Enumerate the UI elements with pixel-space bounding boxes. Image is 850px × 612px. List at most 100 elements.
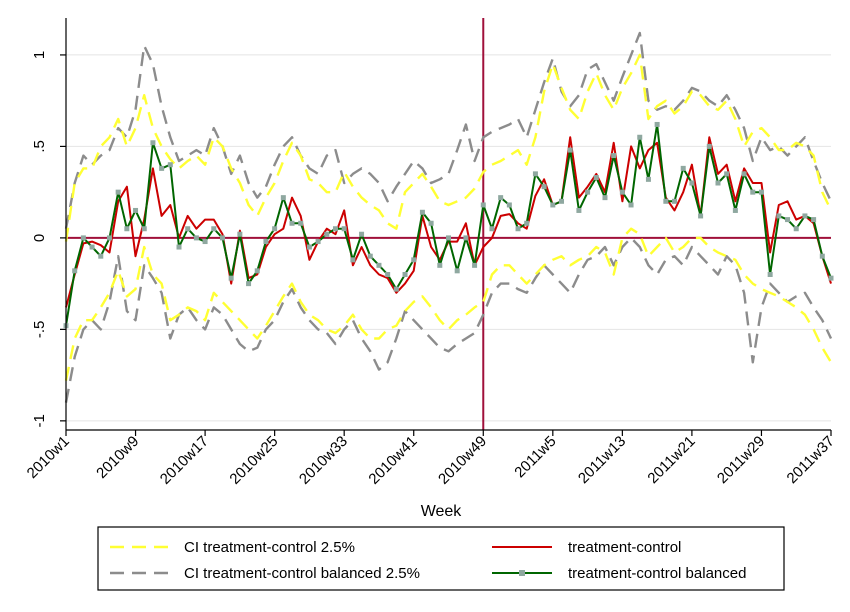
balanced-point bbox=[141, 226, 147, 232]
balanced-point bbox=[689, 180, 695, 186]
balanced-point bbox=[602, 195, 608, 201]
balanced-point bbox=[724, 171, 730, 177]
balanced-point bbox=[741, 171, 747, 177]
balanced-point bbox=[819, 253, 825, 259]
ci-upper-line bbox=[64, 53, 833, 242]
y-tick-label: .5 bbox=[31, 140, 48, 153]
balanced-point bbox=[150, 140, 156, 146]
legend-label-diff-balanced: treatment-control balanced bbox=[568, 565, 746, 582]
balanced-point bbox=[298, 220, 304, 226]
balanced-point bbox=[263, 239, 269, 245]
balanced-point bbox=[828, 275, 834, 281]
balanced-point bbox=[715, 180, 721, 186]
balanced-point bbox=[106, 235, 112, 241]
x-tick-label: 2010w17 bbox=[157, 433, 212, 488]
balanced-point bbox=[159, 165, 165, 171]
balanced-point bbox=[254, 268, 260, 274]
balanced-point bbox=[758, 189, 764, 195]
legend: CI treatment-control 2.5% CI treatment-c… bbox=[97, 526, 785, 591]
x-tick-label: 2010w33 bbox=[296, 433, 351, 488]
balanced-point bbox=[202, 239, 208, 245]
balanced-point bbox=[246, 281, 252, 287]
x-tick-label: 2011w29 bbox=[714, 433, 768, 487]
balanced-point bbox=[437, 262, 443, 268]
x-tick-label: 2011w13 bbox=[575, 433, 629, 487]
balanced-point bbox=[167, 162, 173, 168]
balanced-point bbox=[637, 134, 643, 140]
balanced-point bbox=[619, 189, 625, 195]
balanced-point bbox=[402, 271, 408, 277]
balanced-point bbox=[524, 220, 530, 226]
balanced-point bbox=[237, 231, 243, 237]
x-tick-label: 2011w5 bbox=[511, 433, 559, 481]
balanced-point bbox=[811, 217, 817, 223]
balanced-point bbox=[393, 286, 399, 292]
axes: -1 -.5 0 .5 1 2010w1 2010w9 2010w17 2010w25 2010w… bbox=[24, 18, 838, 488]
series-lines bbox=[63, 31, 834, 403]
balanced-point bbox=[567, 147, 573, 153]
balanced-point bbox=[550, 202, 556, 208]
balanced-point bbox=[280, 195, 286, 201]
x-tick-label: 2010w9 bbox=[93, 433, 142, 482]
balanced-point bbox=[228, 275, 234, 281]
balanced-point bbox=[272, 226, 278, 232]
y-tick-label: -.5 bbox=[31, 321, 48, 339]
balanced-point bbox=[515, 226, 521, 232]
y-tick-label: 1 bbox=[31, 51, 48, 59]
balanced-point bbox=[185, 226, 191, 232]
legend-marker-diff-balanced bbox=[519, 570, 525, 576]
balanced-point bbox=[706, 143, 712, 149]
balanced-point bbox=[472, 262, 478, 268]
balanced-point bbox=[359, 231, 365, 237]
balanced-point bbox=[767, 271, 773, 277]
x-axis-title: Week bbox=[421, 503, 463, 520]
y-tick-label: 0 bbox=[31, 234, 48, 242]
balanced-point bbox=[506, 202, 512, 208]
balanced-point bbox=[332, 226, 338, 232]
ci-lower-line bbox=[64, 227, 833, 381]
treatment-control-line bbox=[65, 136, 832, 308]
balanced-point bbox=[698, 213, 704, 219]
treatment-control-balanced-line bbox=[65, 123, 832, 326]
balanced-point bbox=[498, 195, 504, 201]
balanced-point bbox=[367, 253, 373, 259]
balanced-point bbox=[645, 176, 651, 182]
balanced-point bbox=[532, 171, 538, 177]
balanced-point bbox=[341, 226, 347, 232]
balanced-point bbox=[385, 271, 391, 277]
balanced-point bbox=[750, 189, 756, 195]
reference-lines bbox=[66, 18, 831, 430]
balanced-point bbox=[193, 235, 199, 241]
legend-box bbox=[97, 526, 785, 591]
balanced-point bbox=[419, 209, 425, 215]
balanced-point bbox=[663, 198, 669, 204]
y-tick-label: -1 bbox=[31, 414, 48, 427]
ci-balanced-upper-line bbox=[64, 31, 833, 229]
balanced-point bbox=[211, 226, 217, 232]
balanced-point bbox=[324, 231, 330, 237]
balanced-point bbox=[176, 244, 182, 250]
balanced-point bbox=[411, 257, 417, 263]
balanced-point bbox=[802, 213, 808, 219]
balanced-point bbox=[454, 268, 460, 274]
x-tick-label: 2010w41 bbox=[365, 433, 420, 488]
balanced-point bbox=[428, 220, 434, 226]
x-tick-label: 2010w1 bbox=[24, 433, 73, 482]
balanced-point bbox=[654, 121, 660, 127]
balanced-point bbox=[489, 226, 495, 232]
balanced-point bbox=[133, 207, 139, 213]
balanced-point bbox=[80, 235, 86, 241]
balanced-point bbox=[480, 202, 486, 208]
balanced-point bbox=[541, 184, 547, 190]
balanced-point bbox=[315, 239, 321, 245]
balanced-point bbox=[124, 226, 130, 232]
balanced-point bbox=[98, 253, 104, 259]
balanced-point bbox=[115, 189, 121, 195]
balanced-point bbox=[306, 244, 312, 250]
legend-label-ci: CI treatment-control 2.5% bbox=[184, 539, 355, 556]
balanced-point bbox=[593, 175, 599, 181]
legend-label-diff: treatment-control bbox=[568, 539, 681, 556]
balanced-point bbox=[463, 235, 469, 241]
balanced-point bbox=[585, 189, 591, 195]
